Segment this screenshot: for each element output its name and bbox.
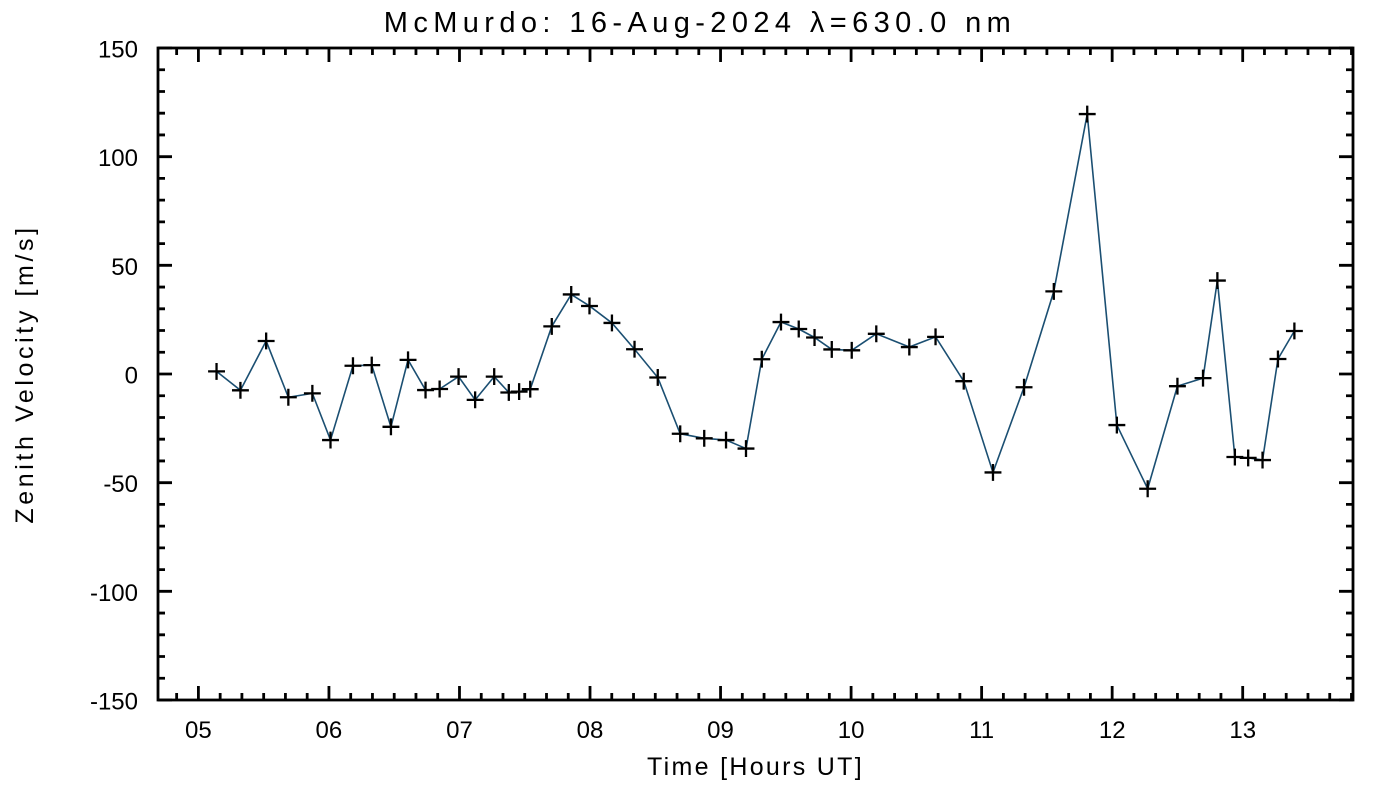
svg-text:05: 05 <box>185 717 212 744</box>
svg-text:150: 150 <box>98 37 138 64</box>
svg-text:08: 08 <box>577 717 604 744</box>
svg-text:12: 12 <box>1099 717 1126 744</box>
svg-text:0: 0 <box>125 363 138 390</box>
svg-text:-150: -150 <box>90 689 138 716</box>
svg-text:McMurdo: 16-Aug-2024 λ=630.0 n: McMurdo: 16-Aug-2024 λ=630.0 nm <box>384 7 1016 39</box>
svg-text:11: 11 <box>969 717 994 744</box>
svg-text:-100: -100 <box>90 580 138 607</box>
svg-text:13: 13 <box>1229 717 1256 744</box>
svg-text:07: 07 <box>446 717 473 744</box>
svg-text:10: 10 <box>838 717 865 744</box>
svg-text:09: 09 <box>707 717 734 744</box>
svg-text:50: 50 <box>111 254 138 281</box>
svg-text:06: 06 <box>316 717 343 744</box>
svg-text:Time [Hours UT]: Time [Hours UT] <box>647 753 864 781</box>
svg-text:-50: -50 <box>103 471 138 498</box>
svg-text:100: 100 <box>98 145 138 172</box>
svg-text:Zenith Velocity [m/s]: Zenith Velocity [m/s] <box>11 224 39 523</box>
